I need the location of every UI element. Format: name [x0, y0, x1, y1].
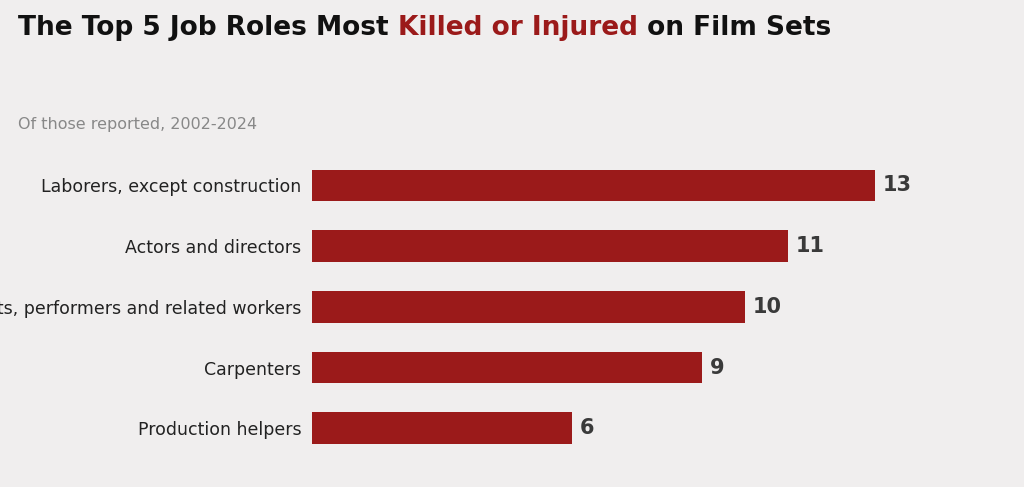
Text: The Top 5 Job Roles Most: The Top 5 Job Roles Most — [18, 15, 398, 40]
Bar — [312, 412, 572, 444]
Text: 11: 11 — [796, 236, 825, 256]
Bar — [312, 230, 788, 262]
Text: 9: 9 — [710, 357, 724, 377]
Bar — [312, 291, 745, 322]
Text: Killed or Injured: Killed or Injured — [398, 15, 638, 40]
Text: 13: 13 — [883, 175, 911, 195]
Text: Of those reported, 2002-2024: Of those reported, 2002-2024 — [18, 117, 258, 132]
Text: 6: 6 — [580, 418, 594, 438]
Bar — [312, 352, 701, 383]
Bar — [312, 169, 874, 201]
Text: on Film Sets: on Film Sets — [638, 15, 831, 40]
Text: 10: 10 — [753, 297, 782, 317]
